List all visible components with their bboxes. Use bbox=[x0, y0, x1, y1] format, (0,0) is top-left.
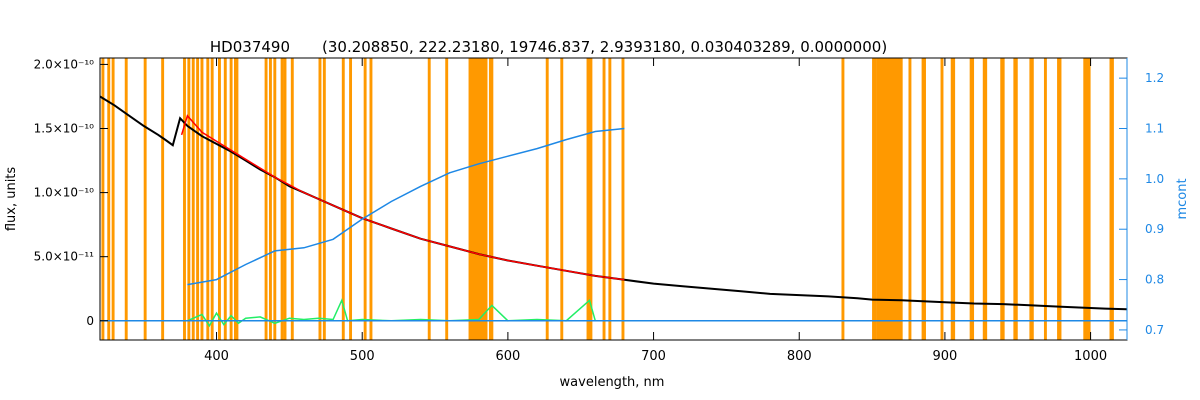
y2-tick-label-0: 0.7 bbox=[1145, 323, 1164, 337]
masked-region-28 bbox=[369, 58, 373, 340]
masked-region-36 bbox=[602, 58, 606, 340]
masked-region-31 bbox=[468, 58, 488, 340]
masked-region-41 bbox=[876, 58, 903, 340]
chart-subtitle: (30.208850, 222.23180, 19746.837, 2.9393… bbox=[322, 38, 887, 56]
masked-regions bbox=[101, 58, 1114, 340]
masked-region-7 bbox=[187, 58, 191, 340]
masked-region-45 bbox=[950, 58, 956, 340]
masked-region-14 bbox=[223, 58, 227, 340]
y-axis-ticks: 0 5.0×10⁻¹¹ 1.0×10⁻¹⁰ 1.5×10⁻¹⁰ 2.0×10⁻¹⁰ bbox=[34, 57, 108, 328]
masked-region-40 bbox=[872, 58, 877, 340]
y2-tick-label-1: 0.8 bbox=[1145, 273, 1164, 287]
x-tick-label-5: 900 bbox=[932, 349, 957, 364]
masked-region-22 bbox=[290, 58, 294, 340]
y-tick-label-0: 0 bbox=[86, 314, 94, 328]
masked-region-12 bbox=[210, 58, 214, 340]
masked-region-43 bbox=[921, 58, 926, 340]
masked-region-35 bbox=[586, 58, 593, 340]
masked-region-1 bbox=[107, 58, 111, 340]
y-axis-label: flux, units bbox=[4, 167, 19, 232]
masked-region-25 bbox=[341, 58, 345, 340]
x-axis-label: wavelength, nm bbox=[560, 375, 665, 390]
masked-region-42 bbox=[908, 58, 912, 340]
y2-axis-ticks: 0.7 0.8 0.9 1.0 1.1 1.2 bbox=[1119, 71, 1164, 337]
y-tick-label-3: 1.5×10⁻¹⁰ bbox=[34, 122, 95, 136]
y2-axis-label: mcont bbox=[1175, 178, 1190, 219]
y-tick-label-2: 1.0×10⁻¹⁰ bbox=[34, 186, 95, 200]
masked-region-33 bbox=[545, 58, 549, 340]
y2-tick-label-4: 1.1 bbox=[1145, 122, 1164, 136]
masked-region-24 bbox=[322, 58, 326, 340]
masked-region-9 bbox=[196, 58, 200, 340]
masked-region-30 bbox=[445, 58, 449, 340]
masked-region-29 bbox=[427, 58, 431, 340]
masked-region-50 bbox=[1029, 58, 1034, 340]
masked-region-5 bbox=[161, 58, 165, 340]
masked-region-13 bbox=[217, 58, 221, 340]
masked-region-11 bbox=[206, 58, 210, 340]
x-tick-label-2: 600 bbox=[495, 349, 520, 364]
masked-region-10 bbox=[200, 58, 204, 340]
series-line-2 bbox=[187, 298, 625, 328]
masked-region-48 bbox=[1000, 58, 1005, 340]
x-tick-label-1: 500 bbox=[350, 349, 375, 364]
y-tick-label-4: 2.0×10⁻¹⁰ bbox=[34, 57, 95, 71]
x-tick-label-3: 700 bbox=[641, 349, 666, 364]
masked-region-27 bbox=[363, 58, 367, 340]
series-line-1 bbox=[180, 114, 625, 281]
x-tick-label-0: 400 bbox=[204, 349, 229, 364]
masked-region-0 bbox=[101, 58, 105, 340]
masked-region-49 bbox=[1013, 58, 1018, 340]
masked-region-38 bbox=[621, 58, 625, 340]
masked-region-8 bbox=[191, 58, 195, 340]
masked-region-3 bbox=[124, 58, 128, 340]
masked-region-47 bbox=[982, 58, 988, 340]
series-group bbox=[99, 95, 1128, 328]
x-tick-label-4: 800 bbox=[787, 349, 812, 364]
masked-region-51 bbox=[1043, 58, 1047, 340]
masked-region-20 bbox=[280, 58, 284, 340]
y2-tick-label-2: 0.9 bbox=[1145, 222, 1164, 236]
masked-region-34 bbox=[560, 58, 564, 340]
masked-region-16 bbox=[234, 58, 239, 340]
masked-region-17 bbox=[264, 58, 268, 340]
masked-region-21 bbox=[283, 58, 287, 340]
masked-region-54 bbox=[1109, 58, 1114, 340]
x-axis-ticks: 400 500 600 700 800 900 1000 bbox=[204, 58, 1107, 364]
masked-region-32 bbox=[488, 58, 494, 340]
masked-region-15 bbox=[229, 58, 233, 340]
y-tick-label-1: 5.0×10⁻¹¹ bbox=[34, 250, 95, 264]
masked-region-52 bbox=[1057, 58, 1062, 340]
masked-region-19 bbox=[273, 58, 277, 340]
masked-region-53 bbox=[1083, 58, 1091, 340]
masked-region-37 bbox=[608, 58, 612, 340]
chart-title: HD037490 bbox=[210, 38, 290, 56]
masked-region-18 bbox=[268, 58, 272, 340]
masked-region-2 bbox=[111, 58, 115, 340]
masked-region-39 bbox=[841, 58, 845, 340]
y2-tick-label-3: 1.0 bbox=[1145, 172, 1164, 186]
y2-tick-label-5: 1.2 bbox=[1145, 71, 1164, 85]
masked-region-46 bbox=[969, 58, 975, 340]
masked-region-26 bbox=[349, 58, 353, 340]
masked-region-4 bbox=[143, 58, 147, 340]
x-tick-label-6: 1000 bbox=[1074, 349, 1107, 364]
series-line-3 bbox=[187, 127, 625, 286]
masked-region-6 bbox=[183, 58, 186, 340]
masked-region-44 bbox=[940, 58, 944, 340]
